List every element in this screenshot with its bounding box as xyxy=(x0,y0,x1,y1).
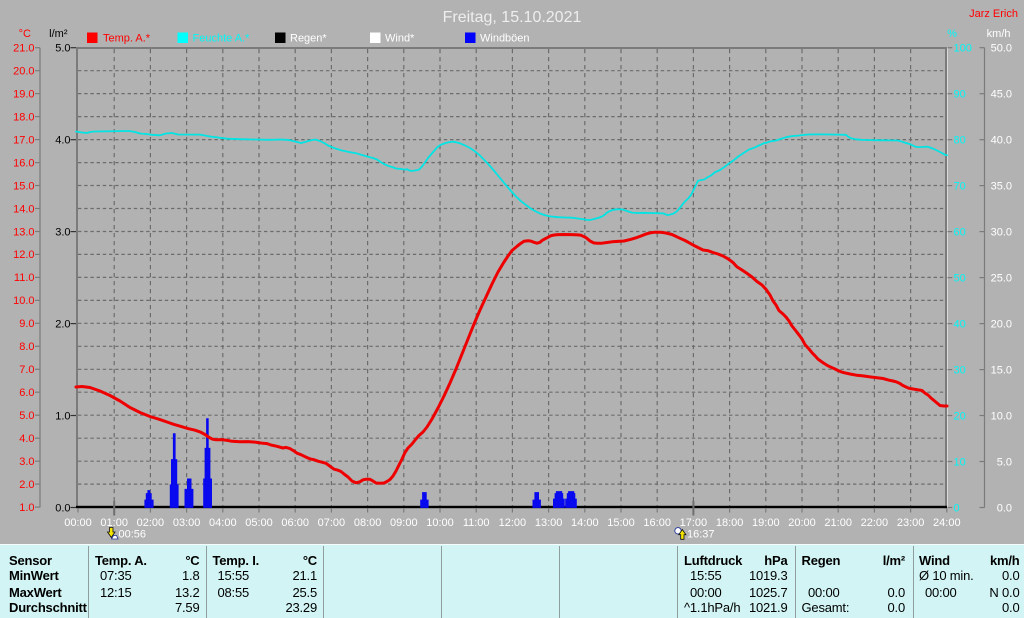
svg-text:Feuchte A.*: Feuchte A.* xyxy=(193,33,251,45)
svg-text:Windböen: Windböen xyxy=(480,33,530,45)
svg-text:0.0: 0.0 xyxy=(997,502,1012,514)
svg-text:80: 80 xyxy=(954,135,966,147)
svg-text:5.0: 5.0 xyxy=(55,43,70,55)
svg-text:14.0: 14.0 xyxy=(13,203,34,215)
svg-text:01:00: 01:00 xyxy=(100,517,128,529)
svg-text:20.0: 20.0 xyxy=(13,66,34,78)
svg-text:13.0: 13.0 xyxy=(13,226,34,238)
svg-text:10.0: 10.0 xyxy=(991,410,1012,422)
svg-text:35.0: 35.0 xyxy=(991,180,1012,192)
svg-text:2.0: 2.0 xyxy=(55,318,70,330)
svg-text:Temp. A.*: Temp. A.* xyxy=(103,33,151,45)
svg-text:02:00: 02:00 xyxy=(137,517,165,529)
svg-text:24:00: 24:00 xyxy=(933,517,961,529)
svg-text:Jarz Erich: Jarz Erich xyxy=(969,8,1018,20)
svg-text:16:37: 16:37 xyxy=(687,529,715,541)
svg-text:1.0: 1.0 xyxy=(19,502,34,514)
svg-text:12.0: 12.0 xyxy=(13,249,34,261)
svg-text:%: % xyxy=(947,28,957,40)
svg-text:16:00: 16:00 xyxy=(643,517,671,529)
svg-text:9.0: 9.0 xyxy=(19,318,34,330)
svg-text:3.0: 3.0 xyxy=(55,226,70,238)
svg-text:21:00: 21:00 xyxy=(824,517,852,529)
svg-text:18.0: 18.0 xyxy=(13,111,34,123)
svg-text:14:00: 14:00 xyxy=(571,517,599,529)
svg-text:04:00: 04:00 xyxy=(209,517,237,529)
svg-text:100: 100 xyxy=(954,43,972,55)
svg-text:10.0: 10.0 xyxy=(13,295,34,307)
svg-text:20:00: 20:00 xyxy=(788,517,816,529)
svg-text:16.0: 16.0 xyxy=(13,157,34,169)
svg-text:20.0: 20.0 xyxy=(991,318,1012,330)
svg-text:0: 0 xyxy=(954,502,960,514)
svg-text:25.0: 25.0 xyxy=(991,272,1012,284)
svg-text:10:00: 10:00 xyxy=(426,517,454,529)
svg-text:l/m²: l/m² xyxy=(49,28,68,40)
svg-text:50.0: 50.0 xyxy=(991,43,1012,55)
svg-text:06:00: 06:00 xyxy=(281,517,309,529)
svg-text:km/h: km/h xyxy=(987,28,1011,40)
svg-text:17.0: 17.0 xyxy=(13,134,34,146)
svg-text:90: 90 xyxy=(954,89,966,101)
svg-text:30.0: 30.0 xyxy=(991,226,1012,238)
svg-text:4.0: 4.0 xyxy=(55,135,70,147)
svg-text:3.0: 3.0 xyxy=(19,456,34,468)
svg-text:22:00: 22:00 xyxy=(861,517,889,529)
svg-text:45.0: 45.0 xyxy=(991,89,1012,101)
svg-text:19.0: 19.0 xyxy=(13,88,34,100)
svg-text:°C: °C xyxy=(19,28,31,40)
svg-text:07:00: 07:00 xyxy=(318,517,346,529)
svg-text:40.0: 40.0 xyxy=(991,135,1012,147)
svg-text:08:00: 08:00 xyxy=(354,517,382,529)
svg-text:11:00: 11:00 xyxy=(463,517,490,529)
svg-text:03:00: 03:00 xyxy=(173,517,201,529)
svg-text:15.0: 15.0 xyxy=(13,180,34,192)
svg-text:18:00: 18:00 xyxy=(716,517,744,529)
svg-text:7.0: 7.0 xyxy=(19,364,34,376)
svg-text:05:00: 05:00 xyxy=(245,517,273,529)
svg-text:1.0: 1.0 xyxy=(55,410,70,422)
svg-text:13:00: 13:00 xyxy=(535,517,563,529)
svg-text:00:00: 00:00 xyxy=(64,517,92,529)
svg-text:30: 30 xyxy=(954,364,966,376)
svg-text:23:00: 23:00 xyxy=(897,517,925,529)
svg-text:21.0: 21.0 xyxy=(13,43,34,55)
svg-text:50: 50 xyxy=(954,272,966,284)
svg-text:40: 40 xyxy=(954,318,966,330)
svg-text:20: 20 xyxy=(954,410,966,422)
svg-text:6.0: 6.0 xyxy=(19,387,34,399)
svg-text:17:00: 17:00 xyxy=(680,517,708,529)
svg-text:00:56: 00:56 xyxy=(119,529,147,541)
svg-text:60: 60 xyxy=(954,226,966,238)
svg-text:12:00: 12:00 xyxy=(499,517,527,529)
svg-text:09:00: 09:00 xyxy=(390,517,418,529)
svg-text:Regen*: Regen* xyxy=(290,33,327,45)
svg-text:15:00: 15:00 xyxy=(607,517,635,529)
svg-text:5.0: 5.0 xyxy=(997,456,1012,468)
svg-text:19:00: 19:00 xyxy=(752,517,780,529)
svg-text:Wind*: Wind* xyxy=(385,33,415,45)
svg-text:11.0: 11.0 xyxy=(14,272,35,284)
svg-text:2.0: 2.0 xyxy=(19,479,34,491)
svg-text:8.0: 8.0 xyxy=(19,341,34,353)
svg-text:0.0: 0.0 xyxy=(55,502,70,514)
svg-text:4.0: 4.0 xyxy=(19,433,34,445)
svg-text:15.0: 15.0 xyxy=(991,364,1012,376)
svg-text:70: 70 xyxy=(954,180,966,192)
svg-text:Freitag, 15.10.2021: Freitag, 15.10.2021 xyxy=(443,9,582,26)
svg-text:5.0: 5.0 xyxy=(19,410,34,422)
svg-text:10: 10 xyxy=(954,456,966,468)
